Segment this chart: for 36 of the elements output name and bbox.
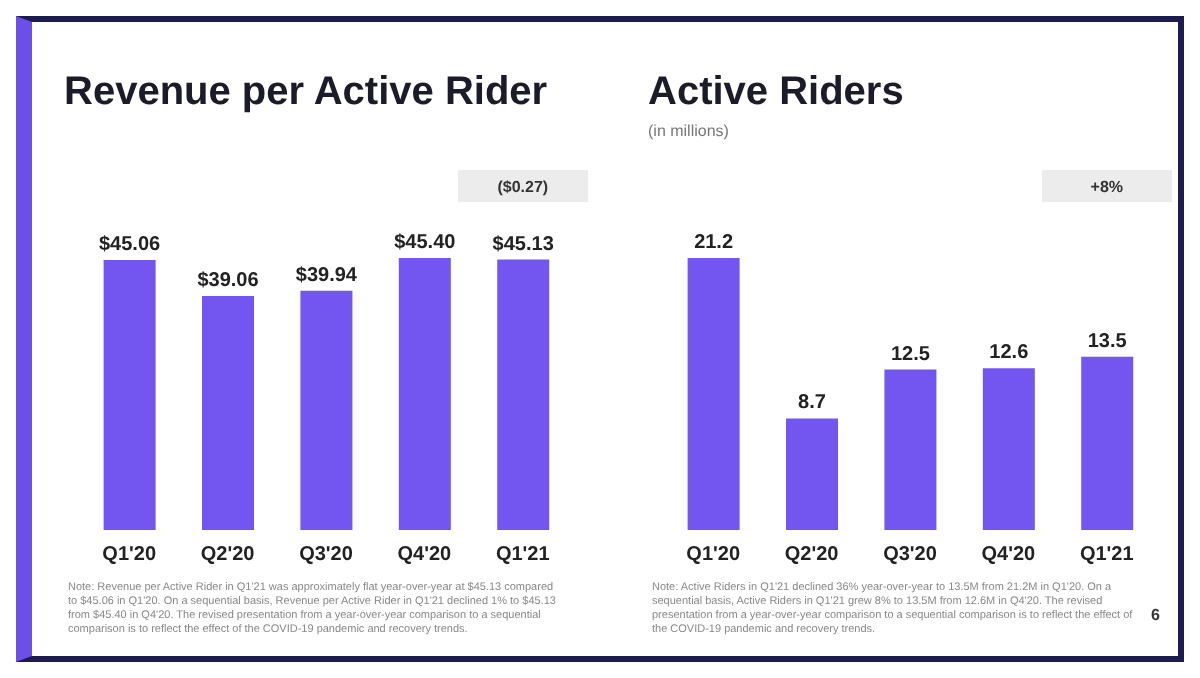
data-label: $39.94: [295, 264, 358, 287]
data-label: 13.5: [1087, 330, 1128, 353]
x-tick-label: Q1'21: [1079, 544, 1135, 567]
data-label: 12.5: [890, 343, 931, 366]
bar: [398, 258, 451, 530]
chart-title: Revenue per Active Rider: [64, 70, 548, 116]
x-tick-label: Q2'20: [784, 544, 840, 567]
x-tick-label: Q3'20: [299, 544, 354, 567]
text: ($0.27): [457, 170, 588, 202]
data-label: $45.40: [394, 232, 457, 254]
x-tick-label: Q1'20: [102, 544, 157, 567]
x-tick-label: Q4'20: [397, 544, 453, 567]
x-tick-label: Q2'20: [200, 544, 256, 567]
x-tick-label: Q4'20: [981, 544, 1037, 567]
data-label: 8.7: [798, 392, 827, 415]
data-label: $45.06: [99, 234, 162, 257]
bar: [202, 295, 255, 530]
bar: [687, 258, 740, 530]
bar: [1081, 356, 1134, 530]
x-tick-label: Q3'20: [883, 544, 938, 567]
bar: [982, 368, 1035, 530]
chart-title: Active Riders: [648, 70, 904, 116]
data-label: 12.6: [989, 342, 1030, 365]
bar: [884, 369, 937, 530]
x-tick-label: Q1'20: [686, 544, 741, 567]
chart-subtitle: (in millions): [648, 122, 729, 140]
bar: [497, 259, 550, 530]
text: 6: [1151, 606, 1160, 624]
bar: [300, 290, 353, 530]
data-label: 21.2: [694, 232, 734, 254]
x-tick-label: Q1'21: [495, 544, 551, 567]
bar: [786, 418, 839, 530]
data-label: $39.06: [197, 269, 260, 292]
text: +8%: [1041, 170, 1172, 202]
bar: [103, 260, 156, 530]
data-label: $45.13: [492, 233, 555, 256]
